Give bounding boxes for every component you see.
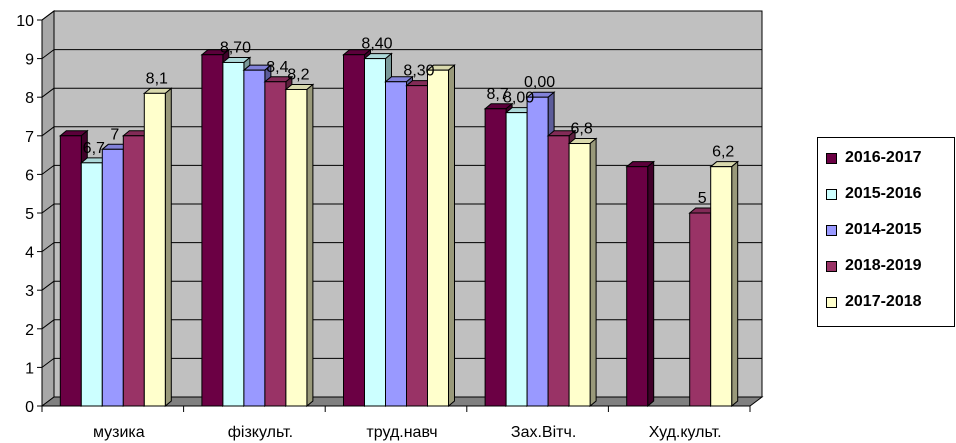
- legend-item: 2017-2018: [826, 292, 922, 312]
- bar-side: [164, 87, 172, 408]
- legend-label: 2018-2019: [845, 257, 922, 274]
- legend-item: 2014-2015: [826, 220, 922, 240]
- bar-front: [101, 148, 124, 407]
- data-label: 8,4: [266, 59, 288, 76]
- y-tick-label: 1: [25, 360, 34, 377]
- bar: [426, 64, 456, 408]
- bar-front: [285, 88, 308, 407]
- x-tick-label: музика: [93, 424, 145, 441]
- legend-label: 2017-2018: [845, 293, 922, 310]
- legend-swatch: [826, 152, 837, 164]
- x-tick-label: фізкульт.: [228, 424, 293, 441]
- gridline: [41, 242, 55, 253]
- bar-front: [201, 54, 224, 407]
- bar: [142, 87, 173, 408]
- y-tick-label: 8: [25, 90, 34, 107]
- x-tick-label: труд.навч: [366, 424, 437, 441]
- y-tick-label: 4: [25, 245, 34, 262]
- y-tick-label: 2: [25, 322, 34, 339]
- bar-front: [343, 54, 365, 407]
- gridline: [41, 10, 55, 21]
- y-tick-label: 7: [25, 129, 34, 146]
- data-label: 6,7: [83, 140, 105, 157]
- gridline: [41, 319, 55, 330]
- data-label: 5: [698, 190, 707, 207]
- bar-front: [505, 112, 528, 407]
- y-tick-label: 0: [25, 399, 34, 416]
- bar-front: [526, 96, 549, 407]
- bar-front: [547, 135, 570, 407]
- bar-front: [243, 69, 266, 407]
- bar: [709, 160, 740, 408]
- data-label: 6,2: [712, 144, 734, 161]
- data-labels: 6,7 7 8,1 8,70 8,48,2 8,40 8,30 8,78,000,00 6,8 5…: [83, 36, 735, 207]
- bar-front: [626, 166, 649, 407]
- y-tick-label: 9: [25, 52, 34, 69]
- legend-swatch: [826, 188, 837, 200]
- gridline: [41, 280, 55, 291]
- bar-front: [427, 69, 449, 407]
- data-label: 8,70: [220, 39, 251, 56]
- bar-front: [264, 81, 287, 407]
- data-label: 0,00: [524, 74, 555, 91]
- legend-item: 2015-2016: [826, 184, 922, 204]
- legend-item: 2016-2017: [826, 148, 922, 168]
- legend-label: 2014-2015: [845, 221, 922, 238]
- bar-front: [59, 135, 82, 407]
- y-axis: 0 1 2 3 4 5 6 7 8 9 10: [16, 13, 43, 416]
- legend-item: 2018-2019: [826, 256, 922, 276]
- bar-side: [647, 160, 655, 408]
- bar-front: [406, 85, 428, 407]
- legend-swatch: [826, 224, 837, 236]
- y-tick-label: 6: [25, 167, 34, 184]
- bar-side: [731, 160, 739, 408]
- bar-front: [710, 166, 733, 407]
- data-label: 8,1: [146, 70, 168, 87]
- data-label: 6,8: [570, 121, 592, 138]
- data-label: 8,7: [486, 86, 508, 103]
- bar: [625, 160, 656, 408]
- legend-label: 2016-2017: [845, 149, 922, 166]
- gridline: [41, 49, 55, 59]
- data-label: 8,00: [503, 90, 534, 107]
- x-tick-label: Зах.Вітч.: [511, 424, 576, 441]
- bar-side: [448, 64, 455, 408]
- bar: [284, 83, 315, 408]
- y-tick-label: 5: [25, 206, 34, 223]
- bar-front: [385, 81, 407, 407]
- x-axis: музика фізкульт. труд.навч Зах.Вітч. Худ.кул…: [41, 405, 751, 441]
- gridline: [41, 357, 55, 368]
- bar-front: [143, 92, 166, 407]
- bar-front: [689, 212, 712, 407]
- data-label: 7: [110, 126, 119, 143]
- gridline: [41, 126, 55, 137]
- data-label: 8,2: [287, 66, 309, 83]
- data-label: 8,40: [361, 36, 392, 53]
- bar-front: [122, 135, 145, 407]
- bar-front: [222, 61, 245, 407]
- legend: 2016-2017 2015-2016 2014-2015 2018-2019 …: [817, 137, 955, 327]
- legend-swatch: [826, 260, 837, 272]
- bars: [58, 48, 740, 408]
- bar: [567, 137, 598, 408]
- gridline: [41, 203, 55, 214]
- legend-swatch: [826, 296, 837, 308]
- gridline: [41, 87, 55, 98]
- bar-front: [484, 108, 507, 407]
- bar-front: [80, 162, 103, 407]
- x-tick-label: Худ.культ.: [649, 424, 722, 441]
- gridline: [41, 164, 55, 175]
- y-tick-label: 3: [25, 283, 34, 300]
- bar-front: [568, 143, 591, 407]
- legend-label: 2015-2016: [845, 185, 922, 202]
- bar-front: [364, 58, 386, 407]
- bar-side: [589, 137, 597, 408]
- data-label: 8,30: [403, 63, 434, 80]
- bar-side: [306, 83, 314, 408]
- y-tick-label: 10: [16, 13, 34, 30]
